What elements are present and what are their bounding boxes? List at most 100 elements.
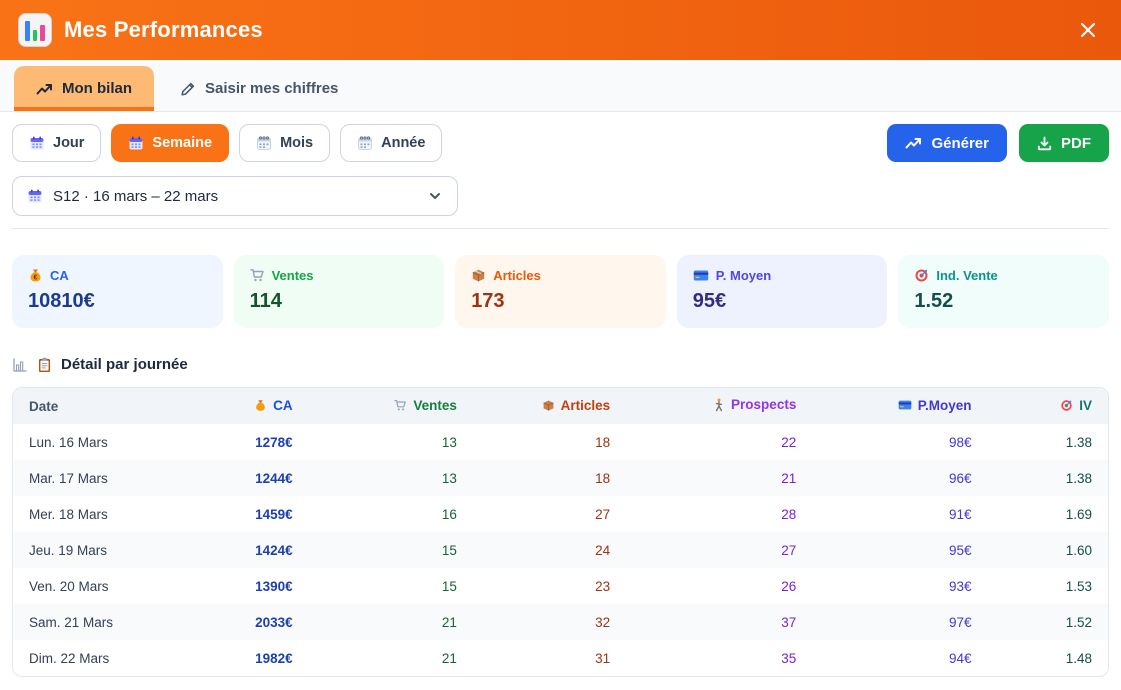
table-row: Dim. 22 Mars 1982€ 21 31 35 94€ 1.48	[13, 640, 1108, 676]
cell-articles: 23	[595, 578, 611, 594]
cell-ventes: 21	[441, 650, 457, 666]
cell-ca: 2033€	[255, 614, 293, 630]
cell-prospects: 28	[781, 506, 797, 522]
cell-prospects: 35	[781, 650, 797, 666]
cell-prospects: 22	[781, 434, 797, 450]
close-button[interactable]	[1073, 15, 1103, 45]
filter-controls: Jour Semaine Mois Année Génér	[0, 112, 1121, 229]
calendar-icon	[128, 135, 144, 151]
spiral-calendar-icon	[256, 135, 272, 151]
section-title-text: Détail par journée	[61, 356, 188, 373]
kpi-card-ind-vente: Ind. Vente 1.52	[898, 255, 1109, 328]
cell-date: Dim. 22 Mars	[29, 650, 110, 666]
cell-date: Mer. 18 Mars	[29, 506, 108, 522]
table-row: Mar. 17 Mars 1244€ 13 18 21 96€ 1.38	[13, 460, 1108, 496]
pdf-button-label: PDF	[1061, 134, 1091, 152]
money-bag-icon	[254, 399, 267, 412]
cell-iv: 1.38	[1065, 434, 1092, 450]
cell-pmoyen: 95€	[948, 542, 972, 558]
period-button-jour[interactable]: Jour	[12, 124, 102, 162]
generate-button[interactable]: Générer	[887, 124, 1007, 162]
period-button-semaine[interactable]: Semaine	[111, 124, 230, 162]
cell-ca: 1982€	[255, 650, 293, 666]
cell-pmoyen: 93€	[948, 578, 972, 594]
page-title: Mes Performances	[64, 17, 263, 42]
trending-up-icon	[905, 136, 922, 150]
kpi-value: 10810€	[28, 290, 95, 312]
download-icon	[1037, 136, 1052, 151]
kpi-value: 95€	[692, 290, 727, 312]
table-row: Mer. 18 Mars 1459€ 16 27 28 91€ 1.69	[13, 496, 1108, 532]
column-header-prospects: Prospects	[626, 388, 813, 424]
column-header-iv: IV	[987, 388, 1108, 424]
tab-saisir-mes-chiffres[interactable]: Saisir mes chiffres	[158, 66, 360, 111]
period-button-label: Mois	[280, 135, 314, 151]
period-button-annee[interactable]: Année	[340, 124, 443, 162]
cell-prospects: 26	[781, 578, 797, 594]
cell-articles: 31	[595, 650, 611, 666]
spiral-calendar-icon	[357, 135, 373, 151]
cell-date: Sam. 21 Mars	[29, 614, 114, 630]
cell-ca: 1244€	[255, 470, 293, 486]
svg-text:€: €	[34, 274, 38, 281]
table-row: Ven. 20 Mars 1390€ 15 23 26 93€ 1.53	[13, 568, 1108, 604]
target-icon	[914, 268, 929, 283]
table-row: Sam. 21 Mars 2033€ 21 32 37 97€ 1.52	[13, 604, 1108, 640]
package-icon	[542, 399, 555, 412]
cell-ventes: 15	[441, 542, 457, 558]
cell-pmoyen: 94€	[948, 650, 972, 666]
close-icon	[1078, 20, 1098, 40]
cell-ca: 1424€	[255, 542, 293, 558]
cell-prospects: 21	[781, 470, 797, 486]
kpi-value: 1.52	[914, 290, 954, 312]
cell-prospects: 27	[781, 542, 797, 558]
week-select[interactable]: S12 · 16 mars – 22 mars	[12, 176, 458, 216]
cell-pmoyen: 96€	[948, 470, 972, 486]
cell-iv: 1.52	[1065, 614, 1092, 630]
period-button-mois[interactable]: Mois	[239, 124, 331, 162]
cell-ventes: 16	[441, 506, 457, 522]
pencil-icon	[180, 81, 196, 97]
cell-iv: 1.48	[1065, 650, 1092, 666]
cell-date: Mar. 17 Mars	[29, 470, 108, 486]
kpi-card-articles: Articles 173	[455, 255, 666, 328]
kpi-card-p-moyen: P. Moyen 95€	[676, 255, 888, 328]
cell-articles: 27	[595, 506, 611, 522]
kpi-label: CA	[50, 268, 69, 283]
pdf-button[interactable]: PDF	[1019, 124, 1109, 162]
cell-ca: 1459€	[255, 506, 293, 522]
cart-icon	[249, 268, 265, 283]
kpi-label: Ventes	[271, 268, 314, 283]
column-header-articles: Articles	[472, 388, 627, 424]
table-row: Jeu. 19 Mars 1424€ 15 24 27 95€ 1.60	[13, 532, 1108, 568]
credit-card-icon	[693, 269, 709, 282]
cell-iv: 1.53	[1065, 578, 1092, 594]
cell-pmoyen: 98€	[948, 434, 972, 450]
kpi-card-ventes: Ventes 114	[233, 255, 445, 328]
cell-ventes: 13	[441, 434, 457, 450]
kpi-label: Ind. Vente	[936, 268, 998, 283]
cell-articles: 32	[595, 614, 611, 630]
section-divider	[12, 228, 1109, 229]
cell-pmoyen: 97€	[948, 614, 972, 630]
cell-date: Jeu. 19 Mars	[29, 542, 108, 558]
chevron-down-icon	[427, 188, 443, 204]
cell-ventes: 15	[441, 578, 457, 594]
cell-iv: 1.60	[1065, 542, 1092, 558]
period-button-label: Année	[381, 135, 426, 151]
table-header-row: Date CA Ventes Articles Prospects	[13, 388, 1108, 424]
cell-ventes: 13	[441, 470, 457, 486]
kpi-label: P. Moyen	[715, 268, 772, 283]
cell-iv: 1.69	[1065, 506, 1092, 522]
daily-detail-table: Date CA Ventes Articles Prospects	[12, 387, 1109, 677]
tab-mon-bilan[interactable]: Mon bilan	[14, 66, 154, 111]
detail-section-title: Détail par journée	[12, 356, 1109, 373]
package-icon	[471, 268, 486, 283]
cell-prospects: 37	[781, 614, 797, 630]
cell-ca: 1278€	[255, 434, 293, 450]
tab-label: Mon bilan	[62, 80, 132, 97]
kpi-value: 114	[249, 290, 282, 312]
column-header-date: Date	[13, 388, 200, 424]
target-icon	[1060, 399, 1073, 412]
cell-pmoyen: 91€	[948, 506, 972, 522]
